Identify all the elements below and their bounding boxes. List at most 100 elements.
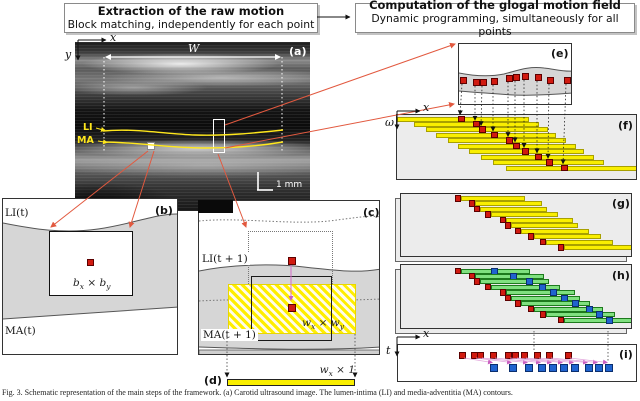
step2-subtitle: Dynamic programming, simultaneously for … <box>371 11 619 38</box>
panel-h: (h) <box>400 264 632 329</box>
li-t1-label: LI(t + 1) <box>200 253 250 265</box>
panel-g: (g) <box>400 193 632 257</box>
global-motion-point <box>571 364 579 372</box>
panel-f: (f) <box>396 114 637 180</box>
raw-motion-point <box>545 352 553 359</box>
dp-bar <box>511 295 580 301</box>
panel-c-label: (c) <box>363 206 380 219</box>
figure-caption: Fig. 3. Schematic representation of the … <box>2 388 513 397</box>
tracked-point <box>505 75 513 82</box>
cost-row-bar <box>227 379 355 386</box>
x-axis-label-f: x <box>423 101 430 114</box>
raw-motion-point <box>476 352 484 359</box>
d1: w <box>319 364 329 376</box>
cost-bar <box>426 127 548 133</box>
global-motion-point <box>605 364 613 372</box>
global-motion-point <box>595 364 603 372</box>
d1s: x <box>328 369 333 379</box>
bar-origin <box>468 200 475 207</box>
bar-origin <box>557 244 564 251</box>
cost-bar <box>506 165 636 171</box>
w1: w <box>302 317 311 329</box>
w2: w <box>330 317 340 329</box>
bar-origin <box>514 227 521 235</box>
tracked-point <box>563 77 571 84</box>
bar-origin <box>557 316 564 324</box>
block-center-point <box>87 259 94 266</box>
d2: 1 <box>348 364 355 376</box>
bar-origin <box>454 267 461 274</box>
times: × <box>318 317 328 329</box>
raw-minimum <box>458 115 465 122</box>
scale-bar-label: 1 mm <box>276 180 303 190</box>
bar-origin <box>499 216 506 224</box>
raw-motion-point <box>504 352 512 359</box>
global-motion-point <box>549 364 557 372</box>
panel-a-label: (a) <box>289 45 307 58</box>
raw-minimum <box>506 137 513 144</box>
raw-minimum <box>522 148 529 155</box>
panel-b: LI(t) MA(t) (b) bx × by <box>2 198 178 355</box>
aligned-bar <box>546 239 613 245</box>
raw-motion-point <box>564 352 572 359</box>
raw-minimum <box>479 126 486 133</box>
aligned-bar <box>461 196 525 201</box>
panel-h-label: (h) <box>612 269 630 282</box>
bar-origin <box>504 294 511 302</box>
w1s: x <box>311 322 316 332</box>
bar-origin <box>539 238 546 246</box>
panel-f-label: (f) <box>618 119 633 132</box>
panel-b-label: (b) <box>155 204 173 217</box>
bar-origin <box>473 205 480 213</box>
panel-e: (e) <box>458 43 572 105</box>
bar-origin <box>499 289 506 296</box>
selected-point-marker <box>147 142 155 150</box>
panel-g-label: (g) <box>612 197 630 210</box>
global-motion-point <box>560 364 568 372</box>
b2: b <box>99 277 107 289</box>
panel-c: LI(t + 1) MA(t + 1) (c) wx × wy <box>198 200 380 355</box>
raw-motion-point <box>533 352 541 359</box>
dp-bar <box>546 312 615 318</box>
global-motion-point <box>585 364 593 372</box>
point-at-t <box>288 257 296 265</box>
aligned-bar <box>491 212 558 218</box>
step2-title: Computation of the glogal motion field <box>369 0 621 12</box>
b1s: x <box>79 282 84 292</box>
raw-motion-point <box>520 352 528 359</box>
raw-minimum <box>535 153 542 161</box>
raw-minimum <box>561 164 568 172</box>
bar-origin <box>484 283 491 291</box>
bar-origin <box>539 311 546 318</box>
panel-d-label: (d) <box>204 374 222 387</box>
tracked-point <box>459 77 467 84</box>
raw-minimum <box>491 131 498 139</box>
raw-motion-point <box>458 352 466 359</box>
w2s: y <box>339 322 344 332</box>
raw-motion-point <box>511 352 519 359</box>
tracked-point <box>472 79 480 86</box>
raw-minimum <box>513 142 520 150</box>
panel-e-label: (e) <box>551 47 569 60</box>
y-axis-label-a: y <box>65 48 72 61</box>
ma-t1-label: MA(t + 1) <box>201 329 258 341</box>
ma-contour-label: MA <box>77 135 94 146</box>
b1: b <box>73 277 80 289</box>
dp-bar <box>491 284 560 290</box>
aligned-bar <box>480 206 547 212</box>
width-arrow-label: W <box>188 42 200 55</box>
step2-box: Computation of the glogal motion field D… <box>355 0 635 38</box>
li-t-label: LI(t) <box>5 207 29 219</box>
search-block-outline <box>251 276 332 341</box>
aligned-bar <box>521 228 589 234</box>
dp-solution <box>605 316 613 324</box>
ultrasound-image <box>75 42 310 211</box>
tracked-point <box>521 73 529 80</box>
global-motion-point <box>525 364 533 372</box>
window-size-label: wx × wy <box>302 317 344 331</box>
aligned-bar <box>564 245 631 251</box>
aligned-bar <box>506 217 573 223</box>
x-axis-label-a: x <box>110 31 117 44</box>
ma-t-label: MA(t) <box>5 325 36 337</box>
